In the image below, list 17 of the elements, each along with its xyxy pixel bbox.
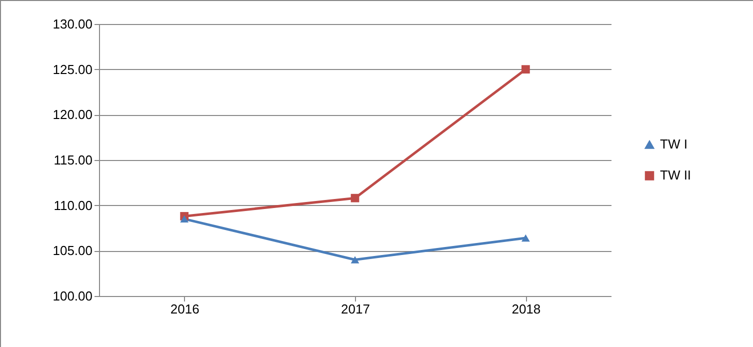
x-tick-label: 2018	[512, 302, 541, 316]
y-tick-label: 110.00	[54, 198, 92, 213]
point	[521, 234, 530, 242]
point	[521, 65, 530, 74]
point	[180, 215, 189, 223]
y-tick-label: 115.00	[54, 152, 92, 168]
point	[350, 256, 360, 264]
point	[350, 194, 360, 202]
y-tick-label: 100.00	[52, 288, 92, 304]
legend-label: TW II	[660, 168, 692, 183]
y-tick-label: 120.00	[52, 107, 92, 122]
x-tick-label: 2017	[341, 302, 370, 316]
x-tick-label: 2016	[170, 302, 200, 316]
y-tick-label: 105.00	[52, 243, 92, 258]
y-tick-label: 130.00	[52, 16, 92, 32]
legend-label: TW I	[660, 136, 688, 152]
y-tick-label: 125.00	[52, 62, 92, 77]
